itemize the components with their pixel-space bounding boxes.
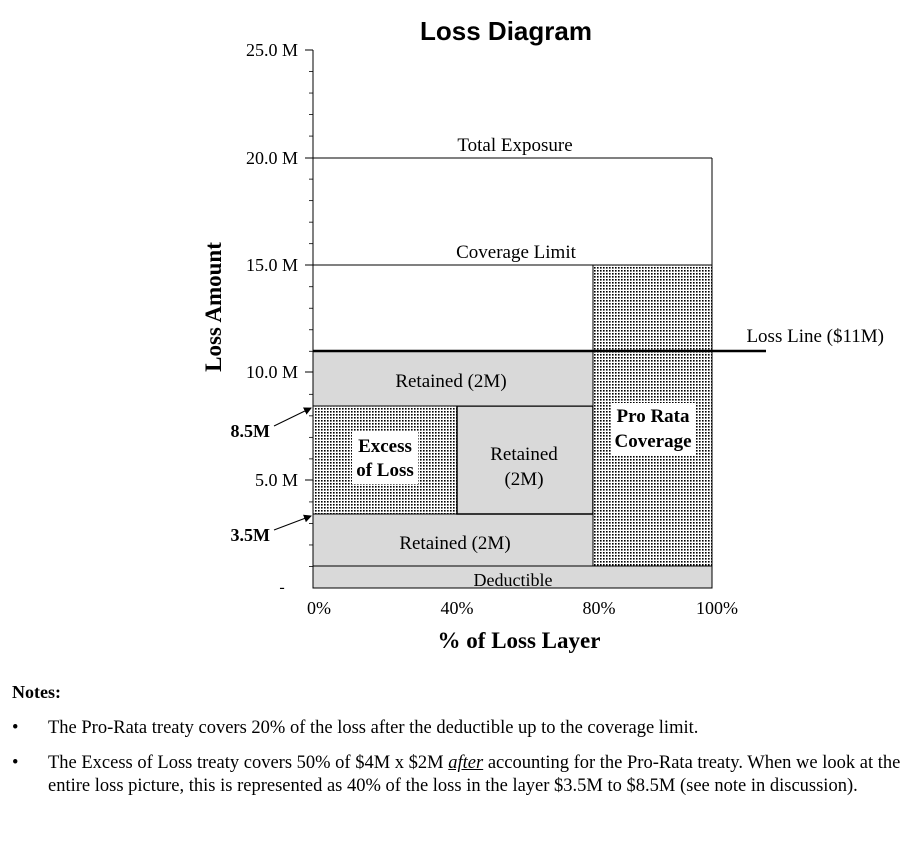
retained-bottom-label: Retained (2M)	[399, 533, 510, 554]
total-exposure-label: Total Exposure	[457, 135, 572, 156]
y-axis-major-ticks	[305, 49, 313, 481]
callout-8-5m-arrow	[273, 407, 312, 427]
y-tick-label-0: -	[279, 579, 284, 596]
x-tick-label-0: 0%	[307, 598, 331, 618]
note-pro-rata: • The Pro-Rata treaty covers 20% of the …	[12, 717, 908, 740]
deductible-label: Deductible	[474, 570, 553, 590]
callout-3-5m-arrow	[273, 514, 312, 531]
pro-rata-label-bg	[611, 403, 695, 455]
retained-middle-label-line2: (2M)	[504, 469, 543, 490]
pro-rata-label-line2: Coverage	[614, 431, 691, 452]
retained-bottom-region	[312, 513, 594, 567]
retained-top-label: Retained (2M)	[395, 371, 506, 392]
x-tick-label-80: 80%	[583, 598, 616, 618]
pro-rata-label-line1: Pro Rata	[617, 406, 690, 427]
retained-middle-label-line1: Retained	[490, 444, 558, 465]
excess-of-loss-label-bg	[352, 432, 418, 484]
note-bullet: •	[12, 718, 19, 738]
y-tick-label-20: 20.0 M	[246, 148, 298, 168]
notes-section: Notes: • The Pro-Rata treaty covers 20% …	[12, 682, 908, 810]
note-pro-rata-text: The Pro-Rata treaty covers 20% of the lo…	[48, 718, 699, 738]
x-tick-label-100: 100%	[696, 598, 738, 618]
y-tick-label-10: 10.0 M	[246, 362, 298, 382]
loss-line-label: Loss Line ($11M)	[746, 326, 884, 347]
note-excess-of-loss: • The Excess of Loss treaty covers 50% o…	[12, 752, 908, 798]
x-axis-label: % of Loss Layer	[438, 628, 601, 653]
notes-heading: Notes:	[12, 682, 61, 702]
note-excess-text-part2: accounting for the Pro-Rata treaty. When…	[48, 753, 901, 796]
note-bullet: •	[12, 753, 19, 773]
y-tick-label-5: 5.0 M	[255, 470, 298, 490]
x-tick-label-40: 40%	[441, 598, 474, 618]
excess-of-loss-label-line1: Excess	[358, 436, 412, 457]
loss-diagram: Loss Diagram 25.0 M 20.0 M 15.0 M 10.0 M…	[201, 16, 884, 653]
y-axis-minor-ticks	[309, 71, 313, 567]
retained-middle-region	[456, 405, 594, 515]
callout-3-5m-label: 3.5M	[231, 525, 271, 545]
diagram-title: Loss Diagram	[420, 16, 592, 46]
excess-of-loss-label-line2: of Loss	[356, 460, 414, 481]
y-axis-label: Loss Amount	[201, 242, 226, 372]
y-tick-label-15: 15.0 M	[246, 255, 298, 275]
retained-top-region	[312, 350, 594, 407]
note-excess-text-part1: The Excess of Loss treaty covers 50% of …	[48, 753, 449, 773]
y-tick-label-25: 25.0 M	[246, 40, 298, 60]
note-excess-text-emphasis: after	[448, 753, 484, 773]
callout-8-5m-label: 8.5M	[231, 421, 271, 441]
coverage-limit-label: Coverage Limit	[456, 242, 576, 263]
